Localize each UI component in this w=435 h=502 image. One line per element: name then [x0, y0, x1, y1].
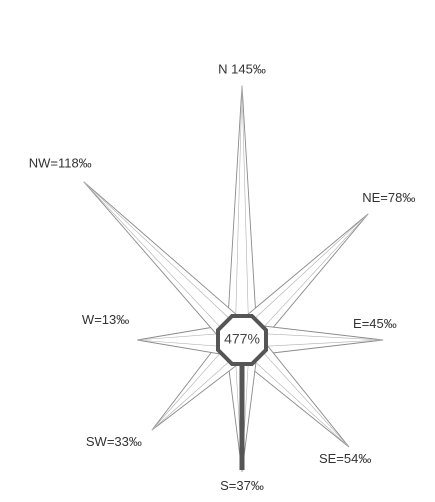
label-e: E=45‰: [353, 316, 397, 331]
ray-n: [227, 85, 257, 319]
label-w: W=13‰: [82, 312, 129, 327]
label-ne: NE=78‰: [362, 190, 415, 205]
label-se: SE=54‰: [319, 451, 371, 466]
label-n: N 145‰: [218, 61, 266, 76]
ray-w: [137, 325, 221, 355]
label-s: S=37‰: [220, 478, 264, 493]
ray-ne: [246, 213, 369, 336]
ray-se: [246, 344, 350, 448]
wind-rose-labels: N 145‰ NE=78‰ E=45‰ SE=54‰ S=37‰ SW=33‰ W=13‰ N…: [29, 61, 416, 492]
center-total-label: 477%: [224, 331, 260, 347]
label-sw: SW=33‰: [86, 434, 142, 449]
label-nw: NW=118‰: [29, 156, 92, 171]
center-octagon: [216, 314, 268, 366]
wind-rose-rays: [83, 85, 384, 473]
